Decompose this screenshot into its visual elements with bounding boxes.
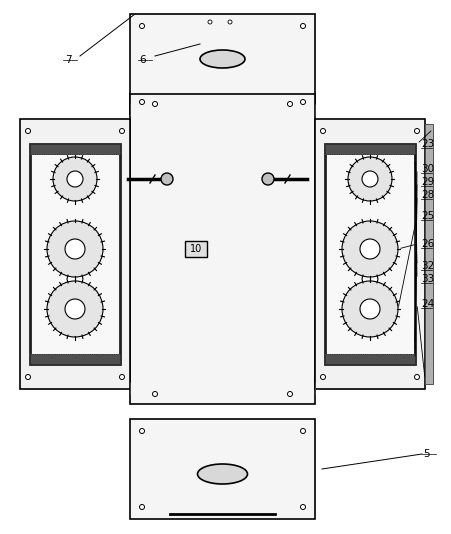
Text: 24: 24 (420, 299, 433, 309)
Text: 10: 10 (189, 244, 202, 254)
Circle shape (47, 221, 103, 277)
Ellipse shape (199, 50, 244, 68)
Circle shape (139, 23, 144, 28)
Bar (130, 14, 314, 114)
Circle shape (341, 221, 397, 277)
Text: 30: 30 (420, 164, 433, 174)
Circle shape (67, 171, 83, 187)
Circle shape (320, 374, 325, 380)
Text: 29: 29 (420, 177, 433, 187)
Bar (314, 119, 424, 389)
Circle shape (359, 299, 379, 319)
Bar (20, 119, 130, 389)
Circle shape (347, 157, 391, 201)
Bar (30, 144, 120, 364)
Circle shape (207, 20, 212, 24)
Circle shape (300, 505, 305, 509)
Bar (324, 144, 414, 364)
Circle shape (47, 281, 103, 337)
Circle shape (361, 171, 377, 187)
Circle shape (119, 374, 124, 380)
Circle shape (25, 374, 30, 380)
Text: 26: 26 (420, 239, 433, 249)
Text: 33: 33 (420, 274, 433, 284)
Circle shape (262, 173, 273, 185)
Bar (424, 124, 432, 384)
Text: 28: 28 (420, 190, 433, 200)
Circle shape (300, 99, 305, 105)
Circle shape (139, 505, 144, 509)
Text: 32: 32 (420, 261, 433, 271)
Circle shape (300, 23, 305, 28)
Bar (130, 419, 314, 519)
Circle shape (320, 129, 325, 134)
Circle shape (152, 101, 157, 106)
Circle shape (53, 157, 97, 201)
Bar (30, 354, 120, 364)
Circle shape (414, 129, 419, 134)
Bar (184, 241, 207, 257)
Circle shape (65, 299, 85, 319)
Circle shape (227, 20, 231, 24)
Text: 7: 7 (64, 55, 71, 65)
Ellipse shape (197, 464, 247, 484)
Text: 23: 23 (420, 139, 433, 149)
Circle shape (119, 129, 124, 134)
Circle shape (300, 428, 305, 434)
Circle shape (25, 129, 30, 134)
Text: 25: 25 (420, 211, 433, 221)
Circle shape (152, 391, 157, 397)
Circle shape (161, 173, 173, 185)
Bar (324, 354, 414, 364)
Circle shape (287, 101, 292, 106)
Circle shape (139, 99, 144, 105)
Bar (324, 144, 414, 154)
Bar (30, 144, 120, 154)
Bar (130, 94, 314, 404)
Circle shape (287, 391, 292, 397)
Text: 6: 6 (139, 55, 146, 65)
Circle shape (139, 428, 144, 434)
Circle shape (414, 374, 419, 380)
Text: 5: 5 (423, 449, 429, 459)
Circle shape (359, 239, 379, 259)
Circle shape (65, 239, 85, 259)
Circle shape (341, 281, 397, 337)
